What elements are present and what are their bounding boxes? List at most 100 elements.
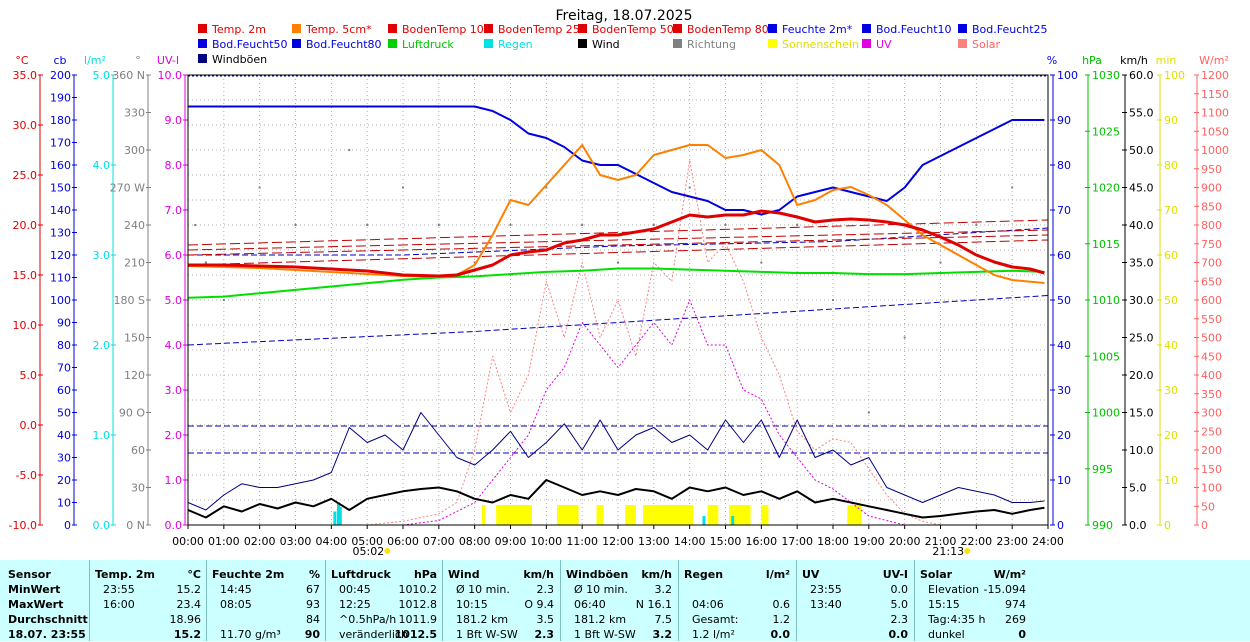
legend-label-sonnenschein: Sonnenschein [782, 38, 859, 51]
stats-row: 23:55 15.2 [95, 582, 205, 597]
axis-ticklabel-right-1: 1015 [1092, 238, 1120, 251]
axis-ticklabel-right-2: 15.0 [1129, 407, 1154, 420]
stats-cell-value: O 9.4 [524, 598, 554, 611]
legend-label-solar: Solar [972, 38, 1001, 51]
axis-title-right-1: hPa [1082, 54, 1102, 67]
stats-header: Wind km/h [448, 567, 558, 582]
axis-ticklabel-right-3: 60 [1164, 249, 1178, 262]
axis-ticklabel-left-1: 90 [57, 317, 71, 330]
stats-cell-value: 3.2 [654, 583, 673, 596]
x-ticklabel: 22:00 [960, 535, 992, 548]
legend-label-bodentemp-80: BodenTemp 80 [687, 23, 769, 36]
x-ticklabel: 16:00 [745, 535, 777, 548]
x-ticklabel: 09:00 [495, 535, 527, 548]
stats-column-solar: Solar W/m² Elevation -15.094 15:15 974 Tag:4:3… [920, 560, 1030, 641]
sunshine-bar [643, 505, 694, 525]
axis-ticklabel-left-4: 7.0 [165, 204, 183, 217]
axis-ticklabel-left-3: 270 W [110, 182, 145, 195]
axis-ticklabel-right-3: 90 [1164, 114, 1178, 127]
axis-title-left-1: cb [53, 54, 66, 67]
stats-row: 13:40 5.0 [802, 597, 912, 612]
axis-ticklabel-left-1: 30 [57, 452, 71, 465]
stats-cell-value: 2.3 [536, 583, 555, 596]
axis-ticklabel-right-4: 950 [1201, 163, 1222, 176]
x-ticklabel: 23:00 [996, 535, 1028, 548]
axis-ticklabel-left-2: 0.0 [93, 519, 111, 532]
rain-bar [731, 516, 735, 525]
stats-header: Windböen km/h [566, 567, 676, 582]
axis-ticklabel-right-4: 400 [1201, 369, 1222, 382]
sunshine-bar [596, 505, 604, 525]
stats-row: 14:45 67 [212, 582, 324, 597]
x-ticklabel: 03:00 [280, 535, 312, 548]
x-ticklabel: 01:00 [208, 535, 240, 548]
sunshine-bar [625, 505, 636, 525]
rain-bar [702, 516, 706, 525]
axis-ticklabel-left-1: 120 [50, 249, 71, 262]
axis-ticklabel-left-0: 10.0 [13, 319, 38, 332]
stats-row: 06:40 N 16.1 [566, 597, 676, 612]
axis-title-left-2: l/m² [84, 54, 106, 67]
axis-ticklabel-right-2: 45.0 [1129, 182, 1154, 195]
axis-ticklabel-right-0: 70 [1057, 204, 1071, 217]
x-ticklabel: 12:00 [602, 535, 634, 548]
axis-ticklabel-right-3: 70 [1164, 204, 1178, 217]
axes: °C 35.0 30.0 25.0 20.0 15.0 10.0 5.0 0.0 -5.0 -10.… [9, 54, 1229, 532]
stats-header: Luftdruck hPa [331, 567, 441, 582]
axis-ticklabel-left-1: 70 [57, 362, 71, 375]
axis-ticklabel-left-2: 2.0 [93, 339, 111, 352]
axis-ticklabel-right-4: 450 [1201, 350, 1222, 363]
axis-ticklabel-right-0: 40 [1057, 339, 1071, 352]
axis-ticklabel-left-4: 9.0 [165, 114, 183, 127]
stats-cell-label: Elevation [928, 583, 980, 596]
axis-ticklabel-right-3: 20 [1164, 429, 1178, 442]
direction-point [204, 261, 207, 264]
axis-ticklabel-left-4: 8.0 [165, 159, 183, 172]
axis-ticklabel-left-3: 240 [124, 219, 145, 232]
stats-cell-value: 1010.2 [398, 583, 438, 596]
stats-header: Sensor [8, 567, 93, 582]
axis-ticklabel-right-1: 995 [1092, 463, 1113, 476]
axis-ticklabel-left-1: 200 [50, 69, 71, 82]
stats-cell-value: W/m² [993, 568, 1026, 581]
direction-point [545, 186, 548, 189]
axis-ticklabel-left-1: 140 [50, 204, 71, 217]
stats-cell-label: 06:40 [574, 598, 606, 611]
legend-swatch-bod-feucht80 [292, 39, 301, 48]
axis-ticklabel-left-0: 5.0 [20, 369, 38, 382]
stats-cell-label: 12:25 [339, 598, 371, 611]
x-ticklabel: 24:00 [1032, 535, 1064, 548]
stats-cell-value: 15.2 [176, 583, 202, 596]
stats-separator [914, 560, 915, 641]
direction-point [348, 149, 351, 151]
axis-ticklabel-right-0: 20 [1057, 429, 1071, 442]
axis-title-right-0: % [1047, 54, 1057, 67]
stats-cell-label: Windböen [566, 568, 629, 581]
axis-ticklabel-right-2: 55.0 [1129, 107, 1154, 120]
x-axis: 00:00 01:00 02:00 03:00 04:00 05:00 06:00 07:00… [172, 525, 1064, 558]
stats-row: 18.07. 23:55 [8, 627, 93, 642]
axis-ticklabel-right-2: 20.0 [1129, 369, 1154, 382]
stats-cell-label: 181.2 km [574, 613, 627, 626]
stats-row [684, 582, 794, 597]
legend-swatch-feuchte-2m [768, 24, 777, 33]
axis-title-right-2: km/h [1120, 54, 1148, 67]
direction-point [194, 224, 197, 226]
axis-ticklabel-right-4: 900 [1201, 182, 1222, 195]
legend-label-temp-5cm: Temp. 5cm* [305, 23, 372, 36]
stats-cell-label: 1.2 l/m² [692, 628, 735, 641]
stats-cell-value: 1012.8 [398, 598, 438, 611]
stats-cell-value: 1.2 [772, 613, 791, 626]
stats-cell-value: hPa [413, 568, 437, 581]
axis-ticklabel-right-0: 80 [1057, 159, 1071, 172]
rain-bar [337, 502, 340, 525]
stats-row: 23:55 0.0 [802, 582, 912, 597]
stats-cell-value: °C [187, 568, 201, 581]
legend-swatch-bodentemp-25 [484, 24, 493, 33]
axis-ticklabel-right-4: 1050 [1201, 125, 1229, 138]
axis-ticklabel-right-1: 1000 [1092, 407, 1120, 420]
direction-point [437, 224, 440, 226]
axis-ticklabel-left-0: -10.0 [9, 519, 37, 532]
direction-point [724, 224, 727, 226]
legend-swatch-wind [578, 39, 587, 48]
